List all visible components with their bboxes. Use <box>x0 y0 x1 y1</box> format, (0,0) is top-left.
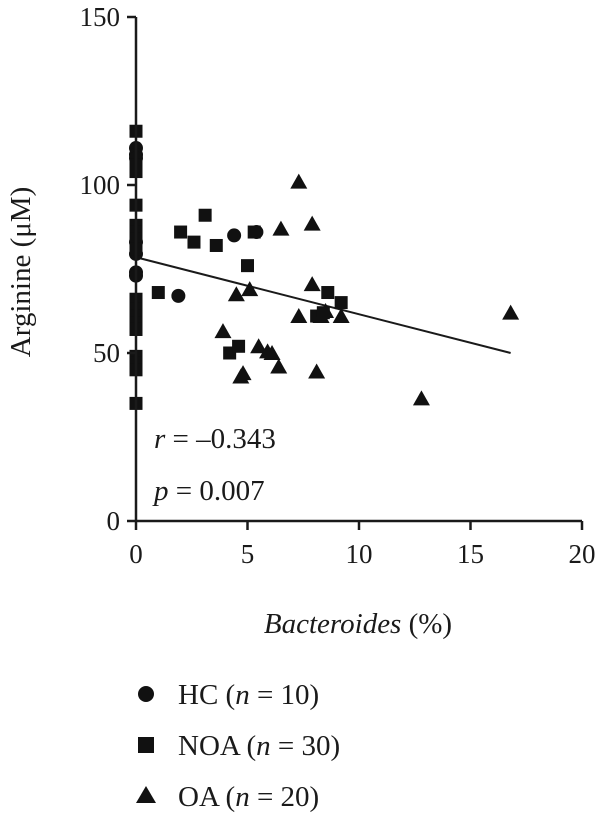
data-point-circle <box>227 228 242 243</box>
data-point-square <box>198 208 212 222</box>
data-point-triangle <box>502 304 520 320</box>
data-point-triangle <box>214 323 232 339</box>
legend-triangle-icon <box>136 786 156 803</box>
data-point-square <box>247 225 261 239</box>
data-point-square <box>241 259 254 273</box>
data-point-square <box>232 339 246 353</box>
data-point-triangle <box>259 343 277 359</box>
legend: HC (n = 10) NOA (n = 30) OA (n = 20) <box>136 679 340 813</box>
data-point-square <box>321 286 335 300</box>
data-point-triangle <box>332 308 350 324</box>
data-point-triangle <box>227 286 245 302</box>
x-tick-label: 15 <box>457 539 484 569</box>
data-point-triangle <box>250 338 268 354</box>
data-point-triangle <box>241 281 259 297</box>
legend-label-noa: NOA (n = 30) <box>178 730 340 762</box>
data-point-square <box>334 296 348 310</box>
r-annotation: r = –0.343 <box>154 423 276 455</box>
x-tick-label: 10 <box>346 539 373 569</box>
regression-line <box>135 256 511 354</box>
series-triangle <box>214 173 520 406</box>
data-point-square <box>174 225 188 239</box>
y-axis-label: Arginine (μM) <box>5 187 37 357</box>
y-axis: 0 50 100 150 <box>80 2 138 536</box>
x-axis-label: Bacteroides (%) <box>264 608 452 640</box>
data-point-square <box>151 286 165 300</box>
data-point-triangle <box>412 390 430 406</box>
legend-label-hc: HC (n = 10) <box>178 679 319 711</box>
data-point-triangle <box>317 303 335 318</box>
data-point-triangle <box>290 308 308 324</box>
x-axis-label-unit: (%) <box>401 608 452 640</box>
legend-item-noa: NOA (n = 30) <box>138 730 340 762</box>
data-point-triangle <box>272 220 290 236</box>
y-tick-label: 100 <box>80 170 121 200</box>
data-point-square <box>209 238 223 252</box>
legend-label-oa: OA (n = 20) <box>178 781 319 813</box>
data-point-triangle <box>308 363 326 379</box>
legend-item-hc: HC (n = 10) <box>138 679 319 711</box>
y-tick-label: 150 <box>80 2 121 32</box>
data-point-triangle <box>303 215 321 231</box>
legend-circle-icon <box>138 686 154 702</box>
x-axis-label-italic: Bacteroides <box>264 608 401 640</box>
legend-item-oa: OA (n = 20) <box>136 781 319 813</box>
y-tick-label: 0 <box>107 506 121 536</box>
x-tick-label: 20 <box>569 539 596 569</box>
data-point-triangle <box>290 173 308 189</box>
data-point-triangle <box>303 276 321 292</box>
series-circle <box>129 141 264 303</box>
data-point-circle <box>171 288 186 303</box>
x-tick-label: 5 <box>241 539 255 569</box>
data-point-triangle <box>270 358 288 374</box>
x-axis: 0 5 10 15 20 <box>129 519 596 569</box>
data-point-square <box>187 235 201 249</box>
y-tick-label: 50 <box>93 338 120 368</box>
p-annotation: p = 0.007 <box>152 475 265 507</box>
x-tick-label: 0 <box>129 539 143 569</box>
data-point-triangle <box>232 368 250 384</box>
plot-area <box>129 124 520 410</box>
legend-square-icon <box>138 737 154 753</box>
